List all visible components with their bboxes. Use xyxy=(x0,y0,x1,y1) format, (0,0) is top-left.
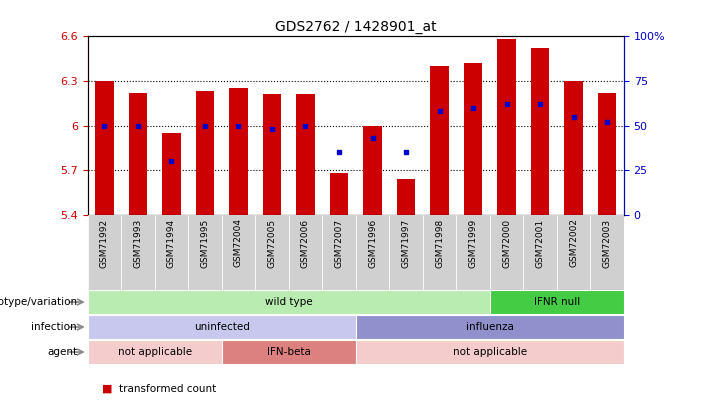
Bar xyxy=(423,215,456,290)
Bar xyxy=(255,215,289,290)
Text: agent: agent xyxy=(47,347,77,357)
Bar xyxy=(188,215,222,290)
Text: GSM72006: GSM72006 xyxy=(301,218,310,268)
Bar xyxy=(498,39,516,215)
Text: GSM72004: GSM72004 xyxy=(234,218,243,267)
Text: GSM72001: GSM72001 xyxy=(536,218,545,268)
Bar xyxy=(222,215,255,290)
Text: GSM71994: GSM71994 xyxy=(167,218,176,268)
Text: ■: ■ xyxy=(102,384,112,394)
Text: GSM72007: GSM72007 xyxy=(334,218,343,268)
Bar xyxy=(129,93,147,215)
Text: GSM72005: GSM72005 xyxy=(268,218,276,268)
Bar xyxy=(557,215,590,290)
Text: GSM71992: GSM71992 xyxy=(100,218,109,268)
Bar xyxy=(121,215,155,290)
Bar xyxy=(355,340,624,364)
Bar xyxy=(322,215,355,290)
Bar xyxy=(95,81,114,215)
Bar xyxy=(196,92,214,215)
Text: infection: infection xyxy=(32,322,77,332)
Bar xyxy=(88,215,121,290)
Bar xyxy=(590,215,624,290)
Text: influenza: influenza xyxy=(466,322,514,332)
Text: not applicable: not applicable xyxy=(453,347,527,357)
Bar xyxy=(88,340,222,364)
Bar xyxy=(397,179,415,215)
Text: not applicable: not applicable xyxy=(118,347,191,357)
Text: uninfected: uninfected xyxy=(193,322,250,332)
Text: GSM72002: GSM72002 xyxy=(569,218,578,267)
Bar xyxy=(430,66,449,215)
Bar xyxy=(88,290,490,314)
Text: GSM72000: GSM72000 xyxy=(502,218,511,268)
Bar xyxy=(222,340,355,364)
Bar xyxy=(355,315,624,339)
Text: IFN-beta: IFN-beta xyxy=(267,347,311,357)
Bar xyxy=(564,81,583,215)
Text: GSM71999: GSM71999 xyxy=(468,218,477,268)
Bar xyxy=(229,88,247,215)
Title: GDS2762 / 1428901_at: GDS2762 / 1428901_at xyxy=(275,20,437,34)
Text: GSM71998: GSM71998 xyxy=(435,218,444,268)
Bar xyxy=(263,94,281,215)
Bar xyxy=(456,215,490,290)
Bar xyxy=(598,93,616,215)
Bar xyxy=(155,215,188,290)
Text: wild type: wild type xyxy=(265,297,313,307)
Text: transformed count: transformed count xyxy=(119,384,217,394)
Text: GSM71997: GSM71997 xyxy=(402,218,411,268)
Text: IFNR null: IFNR null xyxy=(533,297,580,307)
Text: genotype/variation: genotype/variation xyxy=(0,297,77,307)
Bar xyxy=(490,215,524,290)
Bar xyxy=(363,126,382,215)
Text: GSM71995: GSM71995 xyxy=(200,218,210,268)
Bar xyxy=(524,215,557,290)
Bar xyxy=(289,215,322,290)
Text: GSM71996: GSM71996 xyxy=(368,218,377,268)
Text: GSM71993: GSM71993 xyxy=(133,218,142,268)
Bar xyxy=(389,215,423,290)
Bar xyxy=(329,173,348,215)
Bar xyxy=(490,290,624,314)
Text: GSM72003: GSM72003 xyxy=(603,218,612,268)
Bar xyxy=(297,94,315,215)
Bar xyxy=(162,133,181,215)
Bar xyxy=(531,48,550,215)
Bar xyxy=(88,315,355,339)
Bar xyxy=(464,63,482,215)
Bar xyxy=(355,215,389,290)
